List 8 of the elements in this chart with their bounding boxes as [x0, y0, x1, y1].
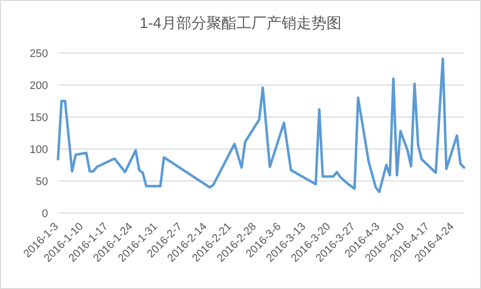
chart-title: 1-4月部分聚酯工厂产销走势图	[140, 15, 342, 32]
y-tick-label: 150	[30, 112, 48, 124]
y-tick-label: 0	[42, 208, 48, 220]
y-tick-label: 200	[30, 80, 48, 92]
line-series	[56, 58, 466, 194]
y-tick-label: 250	[30, 48, 48, 60]
y-tick-label: 50	[36, 176, 48, 188]
y-tick-label: 100	[30, 144, 48, 156]
